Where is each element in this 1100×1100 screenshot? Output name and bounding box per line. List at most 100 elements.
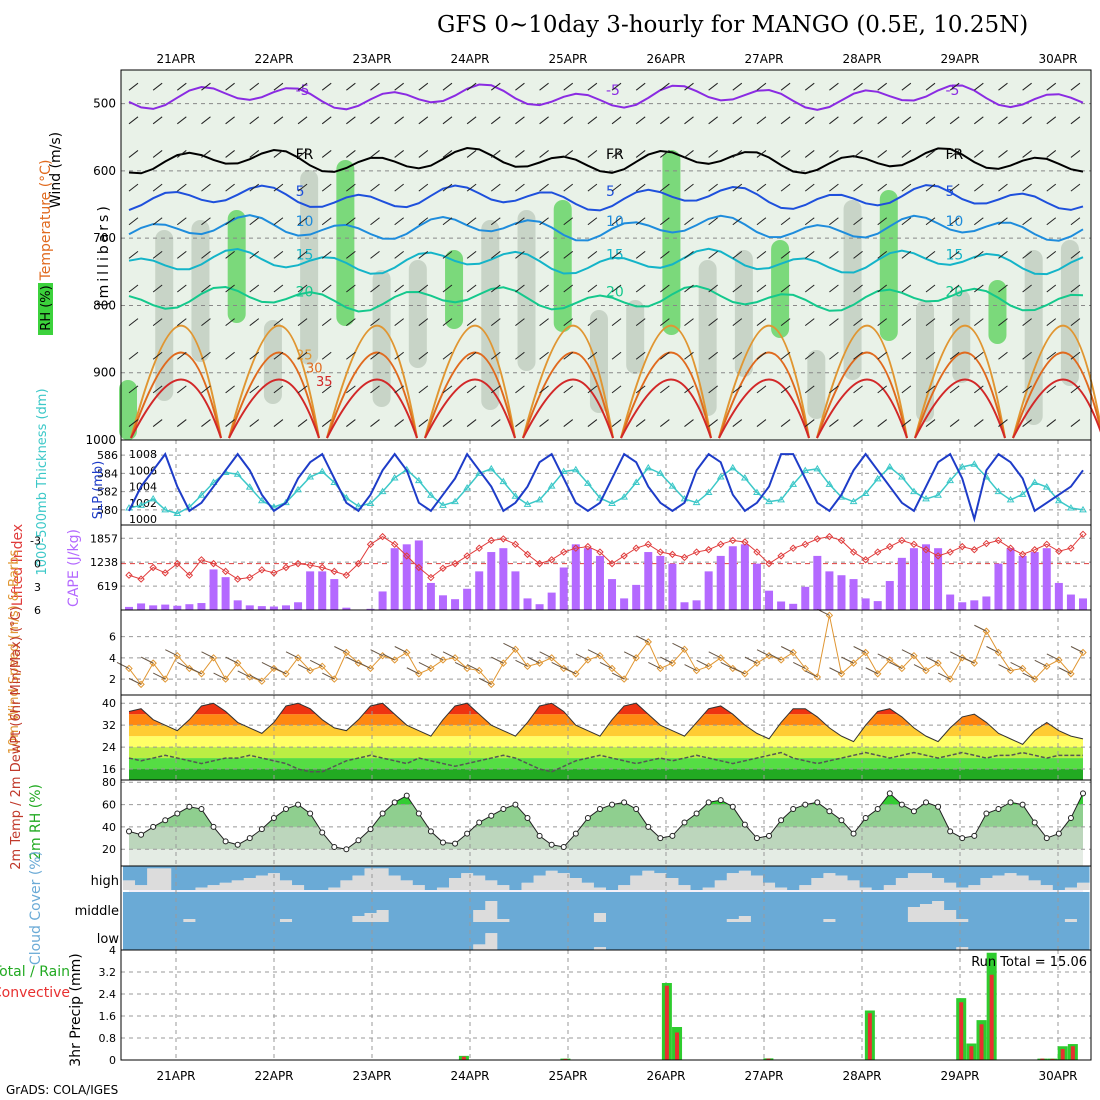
wind-barb [732,419,743,427]
li-point [596,548,604,556]
rh-point [995,806,1002,813]
cloud-gap [461,873,474,890]
wind-axis-label: 10m Wind Speed (m/s) & Barbs [7,549,22,754]
wind-point [898,664,906,673]
wind-point [197,670,206,678]
wind-barb [128,250,139,259]
wind-barb [829,217,839,226]
wind-barb [901,116,912,125]
cloud-cell [799,892,812,922]
wind-barb [611,150,622,158]
cloud-cell [702,922,716,950]
wind-barb [901,250,912,259]
wind-barb [877,250,888,259]
wind-barb [780,284,791,293]
li-point [874,548,882,556]
wind-barb [684,183,694,192]
wind-barb [756,649,770,657]
cloud-cell [195,892,208,922]
li-point [777,552,785,560]
cloud-cell [714,892,728,922]
cloud-cell [944,922,957,950]
wind-barb [1046,250,1057,259]
cloud-gap [666,878,679,890]
temp-band [129,725,1083,737]
wind-barb [261,661,275,669]
cape-bar [668,563,677,610]
wind-barb [249,82,260,91]
wind-barb [490,419,501,427]
wind-barb [321,217,332,226]
thickness-point [209,478,218,485]
wind-barb [418,419,429,427]
cloud-cell [352,922,365,950]
cloud-cell [461,922,474,950]
wind-barb [539,385,549,394]
date-label-top: 28APR [842,52,881,66]
wind-point [330,675,338,683]
rh-point [355,837,362,844]
cape-bar [1079,598,1087,610]
wind-point [125,664,133,673]
thickness-point [463,484,472,491]
cloud-cell [292,892,305,922]
thickness-point [451,497,459,505]
li-tick: 6 [34,604,41,617]
cloud-cell [992,922,1006,950]
wind-barb [708,217,718,226]
cloud-gap [135,885,148,890]
cloud-gap [883,885,897,890]
thickness-point [656,469,665,476]
wind-barb [370,183,380,192]
wind-barb [853,150,863,158]
cape-bar [801,586,810,610]
wind-point [475,666,483,675]
cloud-cell [1052,892,1066,922]
date-label-bottom: 23APR [352,1069,391,1083]
wind-barb [128,385,139,394]
cloud-gap [762,882,776,890]
cloud-cell [968,892,981,922]
rh-shade [988,280,1007,344]
cloud-cell [171,922,184,950]
cloud-gap [449,878,462,890]
cloud-cell [485,892,498,901]
cloud-cell [992,892,1006,922]
cloud-cell [1016,892,1030,922]
thickness-point [922,494,930,502]
wind-barb [986,646,999,653]
wind-point [523,662,532,671]
wind-barb [877,284,888,293]
wind-barb [611,419,622,427]
wind-barb [394,183,404,192]
cloud-cell [557,922,571,950]
cloud-gap [799,885,812,890]
rh-point [138,831,145,838]
warm-contour [130,351,222,439]
wind-barb [974,419,984,427]
li-point [197,556,206,564]
cape-tick: 1857 [90,532,118,545]
precip-conv-bar [664,985,669,1060]
cloud-cell [630,866,643,876]
cloud-gap [944,882,957,890]
cape-bar [608,579,617,610]
wind-barb [563,318,574,327]
cloud-cell [823,922,836,950]
li-point [487,536,495,545]
cloud-cell [811,892,824,922]
thickness-point [427,491,435,498]
cloud-cell [376,922,390,950]
rh-point [126,828,132,835]
cape-bar [571,544,580,610]
wind-barb [515,318,525,327]
rh-point [452,840,459,847]
cloud-gap [400,880,414,890]
wind-barb [273,419,284,427]
wind-barb [297,150,308,158]
wind-barb [1070,217,1081,226]
cloud-cell [775,866,788,888]
li-point [572,544,580,552]
li-tick: 0 [34,558,41,571]
rh-point [319,829,326,836]
